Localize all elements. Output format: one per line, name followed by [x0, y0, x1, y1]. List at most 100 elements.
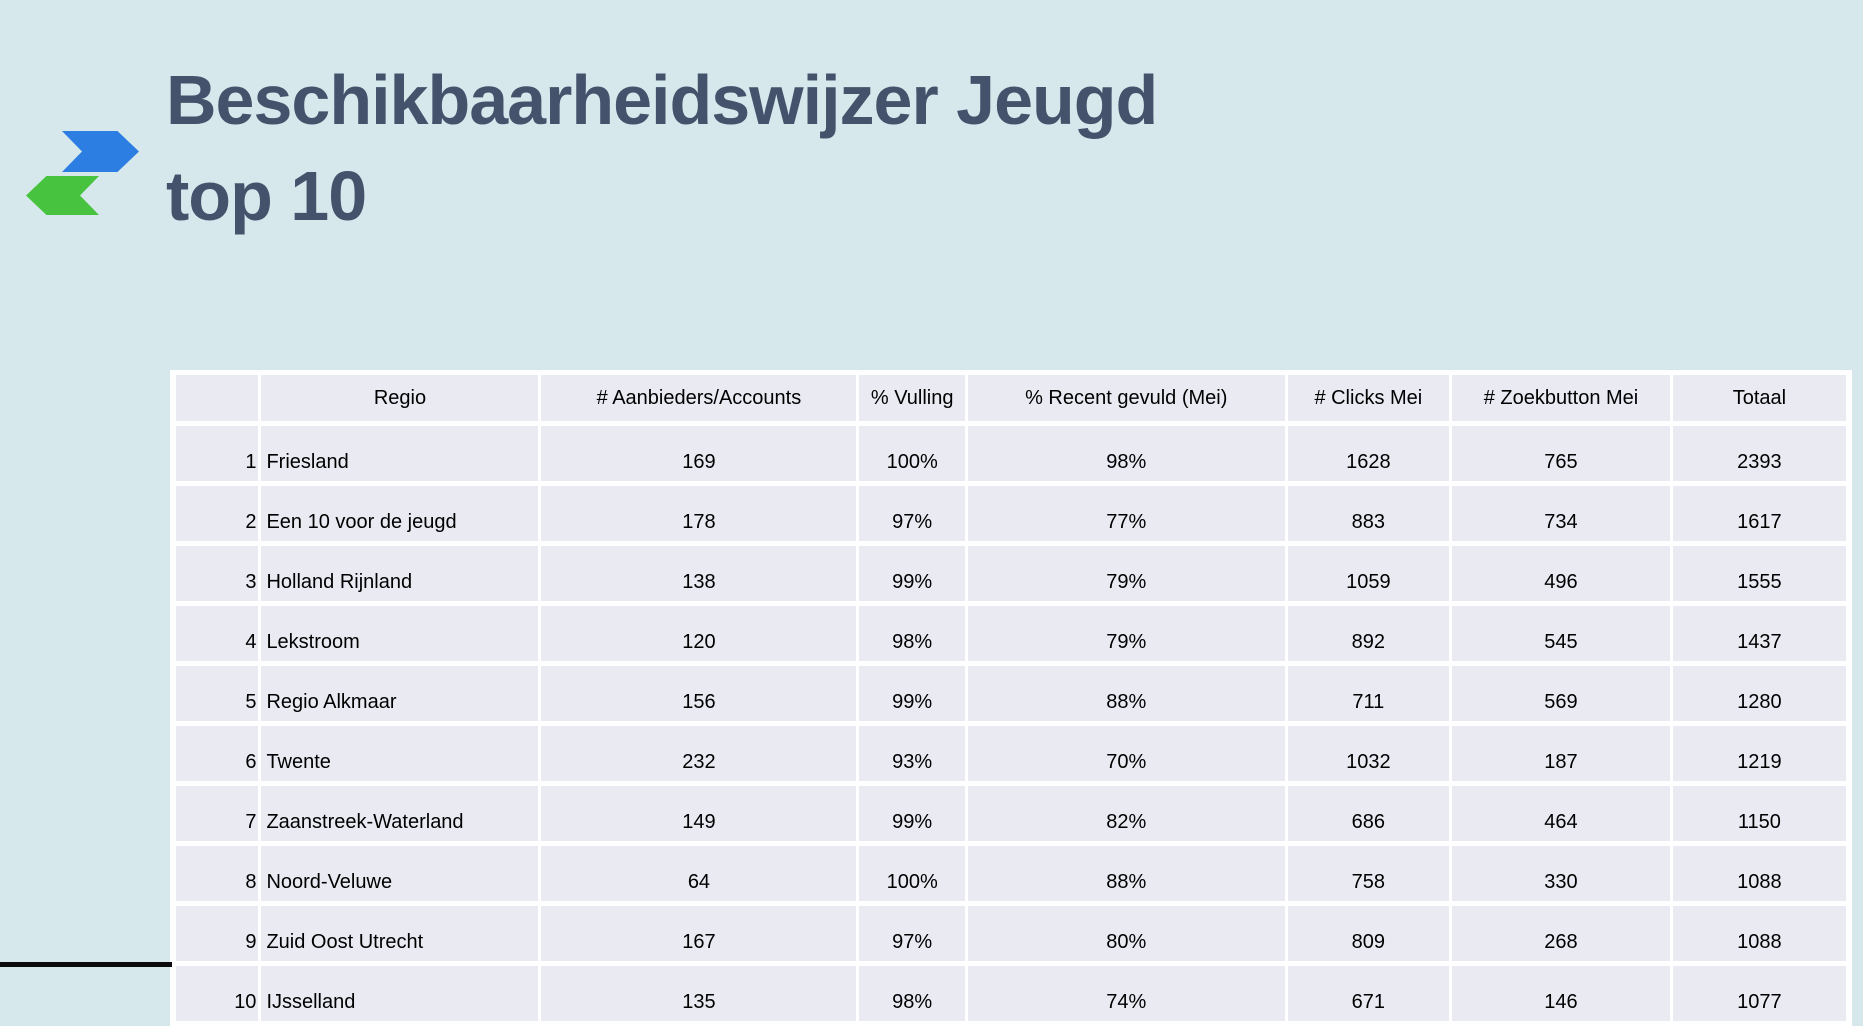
vulling-cell: 99% — [859, 786, 965, 841]
vulling-cell: 99% — [859, 546, 965, 601]
vulling-cell: 97% — [859, 486, 965, 541]
totaal-cell: 1088 — [1672, 906, 1846, 961]
vulling-cell: 100% — [859, 846, 965, 901]
rank-cell: 5 — [176, 666, 259, 721]
regio-cell: Zuid Oost Utrecht — [261, 906, 539, 961]
table-row: 9 Zuid Oost Utrecht 167 97% 80% 809 268 … — [176, 906, 1846, 961]
totaal-cell: 1280 — [1672, 666, 1846, 721]
vulling-cell: 99% — [859, 666, 965, 721]
totaal-cell: 1219 — [1672, 726, 1846, 781]
vulling-cell: 98% — [859, 606, 965, 661]
recent-cell: 79% — [967, 546, 1285, 601]
clicks-cell: 883 — [1287, 486, 1450, 541]
table-row: 4 Lekstroom 120 98% 79% 892 545 1437 — [176, 606, 1846, 661]
aanbieders-cell: 149 — [541, 786, 857, 841]
rank-cell: 7 — [176, 786, 259, 841]
recent-cell: 80% — [967, 906, 1285, 961]
recent-cell: 88% — [967, 846, 1285, 901]
recent-cell: 79% — [967, 606, 1285, 661]
aanbieders-cell: 135 — [541, 966, 857, 1021]
clicks-cell: 892 — [1287, 606, 1450, 661]
table-row: 6 Twente 232 93% 70% 1032 187 1219 — [176, 726, 1846, 781]
rank-cell: 4 — [176, 606, 259, 661]
table-row: 8 Noord-Veluwe 64 100% 88% 758 330 1088 — [176, 846, 1846, 901]
regio-cell: Noord-Veluwe — [261, 846, 539, 901]
totaal-cell: 1088 — [1672, 846, 1846, 901]
aanbieders-cell: 169 — [541, 426, 857, 481]
page-title-line1: Beschikbaarheidswijzer Jeugd — [166, 61, 1158, 139]
clicks-cell: 1059 — [1287, 546, 1450, 601]
column-header-rank — [176, 375, 259, 421]
totaal-cell: 1077 — [1672, 966, 1846, 1021]
clicks-cell: 1032 — [1287, 726, 1450, 781]
bottom-edge-artifact — [0, 962, 172, 967]
totaal-cell: 1555 — [1672, 546, 1846, 601]
zoekbutton-cell: 187 — [1452, 726, 1670, 781]
regio-cell: IJsselland — [261, 966, 539, 1021]
zoekbutton-cell: 464 — [1452, 786, 1670, 841]
vulling-cell: 97% — [859, 906, 965, 961]
rank-cell: 10 — [176, 966, 259, 1021]
regio-cell: Friesland — [261, 426, 539, 481]
vulling-cell: 100% — [859, 426, 965, 481]
back-arrow-icon — [26, 176, 99, 215]
zoekbutton-cell: 146 — [1452, 966, 1670, 1021]
regio-top10-data-table: Regio # Aanbieders/Accounts % Vulling % … — [173, 370, 1849, 1026]
regio-cell: Een 10 voor de jeugd — [261, 486, 539, 541]
zoekbutton-cell: 496 — [1452, 546, 1670, 601]
zoekbutton-cell: 330 — [1452, 846, 1670, 901]
column-header-recent: % Recent gevuld (Mei) — [967, 375, 1285, 421]
vulling-cell: 93% — [859, 726, 965, 781]
column-header-totaal: Totaal — [1672, 375, 1846, 421]
clicks-cell: 809 — [1287, 906, 1450, 961]
table-row: 1 Friesland 169 100% 98% 1628 765 2393 — [176, 426, 1846, 481]
aanbieders-cell: 232 — [541, 726, 857, 781]
aanbieders-cell: 167 — [541, 906, 857, 961]
rank-cell: 9 — [176, 906, 259, 961]
clicks-cell: 758 — [1287, 846, 1450, 901]
table-row: 5 Regio Alkmaar 156 99% 88% 711 569 1280 — [176, 666, 1846, 721]
rank-cell: 8 — [176, 846, 259, 901]
column-header-regio: Regio — [261, 375, 539, 421]
zoekbutton-cell: 545 — [1452, 606, 1670, 661]
recent-cell: 98% — [967, 426, 1285, 481]
column-header-vulling: % Vulling — [859, 375, 965, 421]
zoekbutton-cell: 268 — [1452, 906, 1670, 961]
totaal-cell: 2393 — [1672, 426, 1846, 481]
totaal-cell: 1150 — [1672, 786, 1846, 841]
aanbieders-cell: 138 — [541, 546, 857, 601]
regio-cell: Lekstroom — [261, 606, 539, 661]
regio-cell: Twente — [261, 726, 539, 781]
rank-cell: 3 — [176, 546, 259, 601]
clicks-cell: 1628 — [1287, 426, 1450, 481]
recent-cell: 74% — [967, 966, 1285, 1021]
top10-table: Regio # Aanbieders/Accounts % Vulling % … — [170, 370, 1852, 1026]
clicks-cell: 686 — [1287, 786, 1450, 841]
column-header-aanbieders: # Aanbieders/Accounts — [541, 375, 857, 421]
table-row: 3 Holland Rijnland 138 99% 79% 1059 496 … — [176, 546, 1846, 601]
table-header-row: Regio # Aanbieders/Accounts % Vulling % … — [176, 375, 1846, 421]
forward-arrow-icon — [62, 131, 139, 172]
aanbieders-cell: 156 — [541, 666, 857, 721]
vulling-cell: 98% — [859, 966, 965, 1021]
rank-cell: 1 — [176, 426, 259, 481]
page-title: Beschikbaarheidswijzer Jeugd top 10 — [166, 52, 1158, 244]
clicks-cell: 671 — [1287, 966, 1450, 1021]
aanbieders-cell: 178 — [541, 486, 857, 541]
zoekbutton-cell: 765 — [1452, 426, 1670, 481]
regio-cell: Holland Rijnland — [261, 546, 539, 601]
recent-cell: 70% — [967, 726, 1285, 781]
recent-cell: 77% — [967, 486, 1285, 541]
totaal-cell: 1617 — [1672, 486, 1846, 541]
aanbieders-cell: 64 — [541, 846, 857, 901]
table-row: 2 Een 10 voor de jeugd 178 97% 77% 883 7… — [176, 486, 1846, 541]
zoekbutton-cell: 569 — [1452, 666, 1670, 721]
column-header-zoekbutton: # Zoekbutton Mei — [1452, 375, 1670, 421]
regio-cell: Zaanstreek-Waterland — [261, 786, 539, 841]
table-row: 7 Zaanstreek-Waterland 149 99% 82% 686 4… — [176, 786, 1846, 841]
column-header-clicks: # Clicks Mei — [1287, 375, 1450, 421]
recent-cell: 88% — [967, 666, 1285, 721]
rank-cell: 6 — [176, 726, 259, 781]
totaal-cell: 1437 — [1672, 606, 1846, 661]
aanbieders-cell: 120 — [541, 606, 857, 661]
